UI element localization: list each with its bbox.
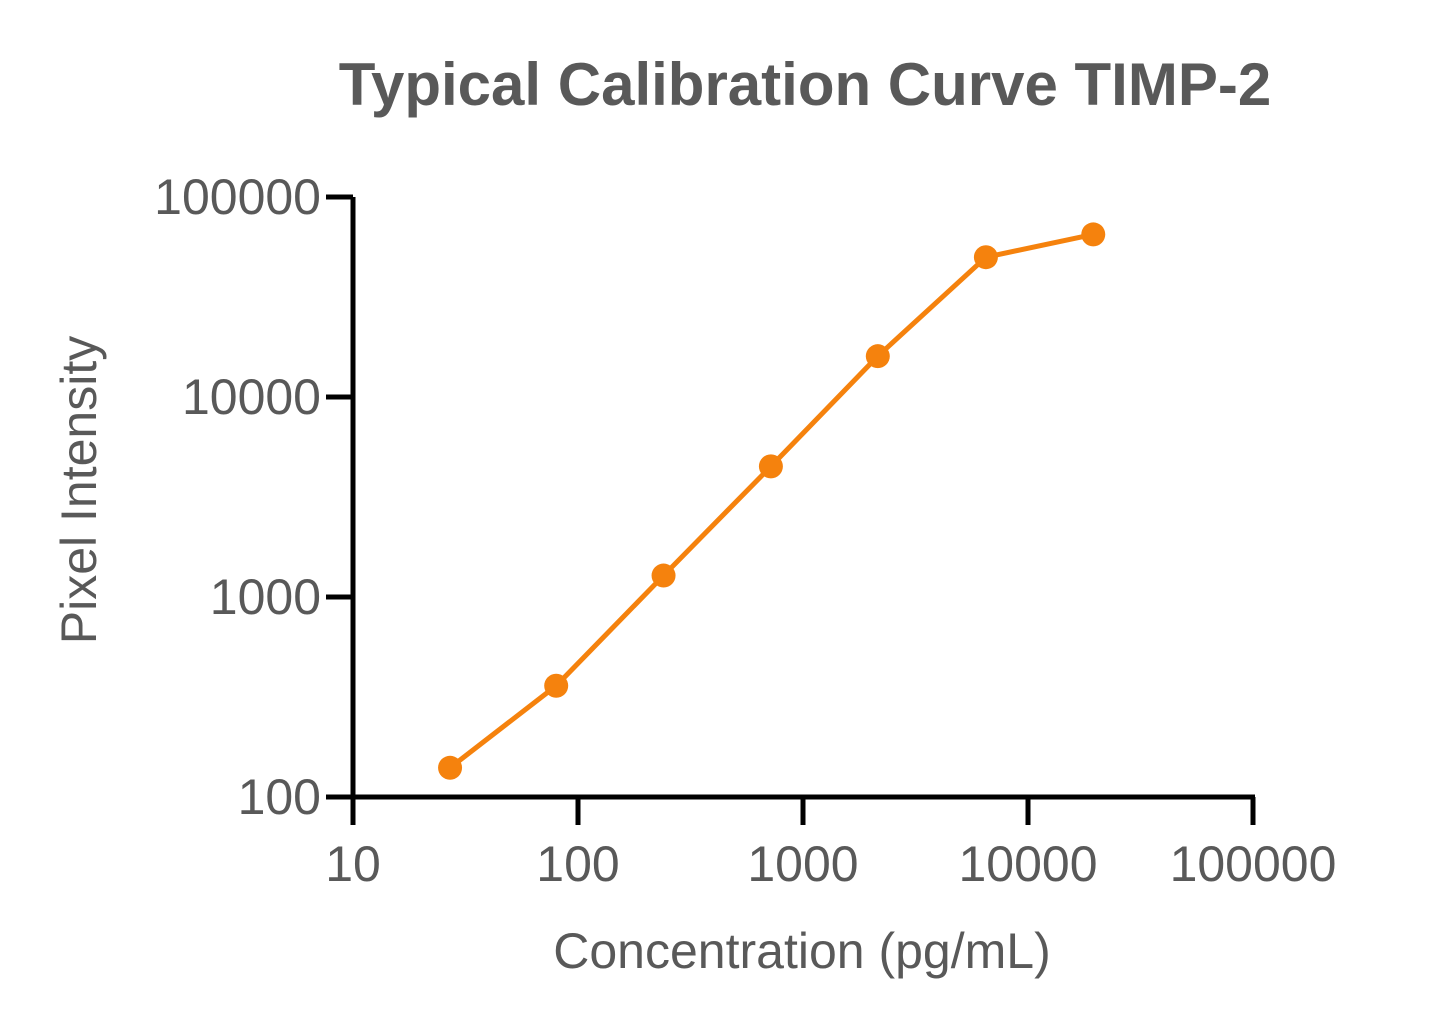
data-point — [1081, 222, 1106, 247]
x-tick-label: 10000 — [958, 836, 1097, 892]
data-point — [973, 245, 998, 270]
data-point — [544, 673, 569, 698]
x-axis-label: Concentration (pg/mL) — [553, 923, 1050, 979]
data-point — [865, 344, 890, 369]
x-tick-label: 100000 — [1170, 836, 1337, 892]
data-point — [758, 454, 783, 479]
chart-title: Typical Calibration Curve TIMP-2 — [339, 51, 1271, 118]
x-tick-label: 100 — [536, 836, 619, 892]
y-tick-label: 100 — [238, 769, 321, 825]
y-tick-label: 100000 — [154, 169, 321, 225]
y-ticks: 100 1000 10000 100000 — [154, 169, 353, 825]
data-point — [438, 755, 463, 780]
y-tick-label: 1000 — [210, 569, 321, 625]
axes — [350, 197, 1255, 800]
x-tick-label: 1000 — [747, 836, 858, 892]
data-point — [651, 563, 676, 588]
series-layer — [438, 222, 1106, 780]
x-tick-label: 10 — [325, 836, 381, 892]
y-tick-label: 10000 — [182, 369, 321, 425]
x-ticks: 10 100 1000 10000 100000 — [325, 797, 1336, 892]
y-axis-label: Pixel Intensity — [51, 336, 107, 644]
